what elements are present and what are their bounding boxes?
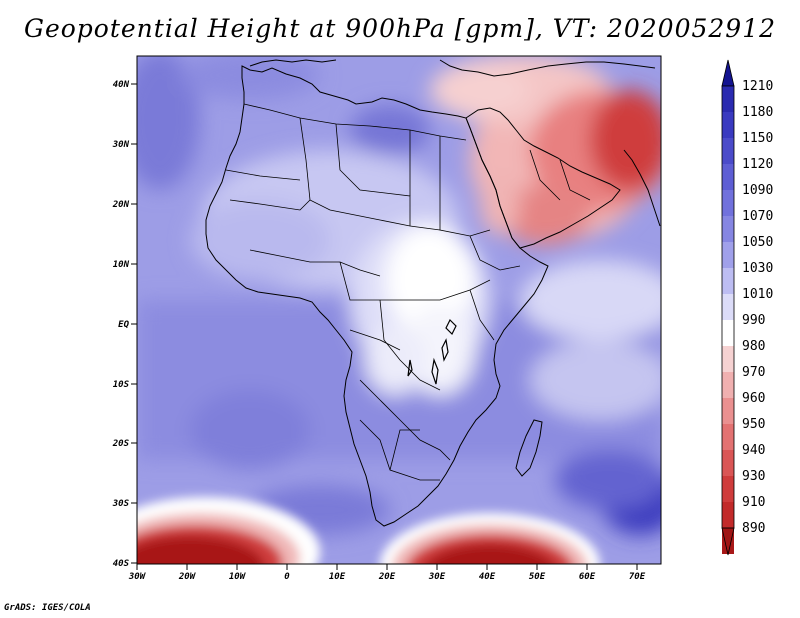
- lat-tick-label: 30S: [112, 499, 130, 509]
- coastlines: [205, 59, 661, 527]
- colorbar-label: 890: [742, 521, 765, 536]
- colorbar-label: 970: [742, 365, 765, 380]
- map-frame: [136, 55, 662, 565]
- colorbar-segment: [722, 476, 734, 502]
- lat-tick-label: 40S: [113, 559, 130, 569]
- colorbar-segment: [722, 112, 734, 138]
- country-borders: [225, 103, 591, 481]
- colorbar-label: 930: [742, 469, 765, 484]
- lat-tick-label: EQ: [118, 320, 129, 330]
- lat-tick-label: 20S: [112, 439, 130, 449]
- colorbar-segment: [722, 346, 734, 372]
- lon-tick-label: 10W: [229, 572, 247, 582]
- colorbar: 1210 1180 1150 1120 1090 1070 1050 1030 …: [721, 59, 773, 556]
- colorbar-label: 1070: [742, 209, 773, 224]
- colorbar-segment: [722, 398, 734, 424]
- lat-tick-label: 40N: [113, 80, 130, 90]
- lon-tick-label: 20E: [378, 572, 396, 582]
- lon-tick-label: 50E: [529, 572, 546, 582]
- india-coast: [623, 149, 661, 227]
- colorbar-segment: [722, 138, 734, 164]
- colorbar-label: 1150: [742, 131, 773, 146]
- colorbar-segment: [722, 320, 734, 346]
- colorbar-label: 940: [742, 443, 765, 458]
- colorbar-segment: [722, 424, 734, 450]
- lat-axis: 40N 30N 20N 10N EQ 10S 20S 30S 40S: [112, 80, 137, 569]
- lon-tick-label: 40E: [479, 572, 496, 582]
- colorbar-label: 1120: [742, 157, 773, 172]
- colorbar-segment: [722, 268, 734, 294]
- colorbar-label: 980: [742, 339, 765, 354]
- colorbar-label: 910: [742, 495, 765, 510]
- colorbar-label: 1180: [742, 105, 773, 120]
- colorbar-segment: [722, 86, 734, 112]
- lon-tick-label: 30W: [128, 572, 147, 582]
- colorbar-label: 1210: [742, 79, 773, 94]
- lat-tick-label: 30N: [112, 140, 130, 150]
- lon-tick-label: 10E: [329, 572, 346, 582]
- lon-tick-label: 70E: [629, 572, 646, 582]
- lon-tick-label: 60E: [579, 572, 596, 582]
- colorbar-label: 1030: [742, 261, 773, 276]
- grads-credit: GrADS: IGES/COLA: [4, 603, 91, 613]
- southern-lows: [137, 497, 600, 564]
- colorbar-segment: [722, 502, 734, 528]
- europe-coast: [249, 59, 337, 67]
- colorbar-label: 950: [742, 417, 765, 432]
- lon-tick-label: 0: [284, 572, 290, 582]
- colorbar-segment: [722, 372, 734, 398]
- colorbar-label: 1050: [742, 235, 773, 250]
- map-area: [137, 56, 661, 564]
- lat-tick-label: 20N: [112, 200, 130, 210]
- lat-tick-label: 10N: [113, 260, 130, 270]
- lat-tick-label: 10S: [113, 380, 130, 390]
- colorbar-label: 1090: [742, 183, 773, 198]
- colorbar-label: 1010: [742, 287, 773, 302]
- lakes: [407, 318, 457, 385]
- colorbar-top-arrow: [721, 59, 735, 87]
- chart-title: Geopotential Height at 900hPa [gpm], VT:…: [23, 14, 777, 43]
- africa-coast: [205, 65, 549, 527]
- colorbar-segment: [722, 216, 734, 242]
- lon-axis: 30W 20W 10W 0 10E 20E 30E 40E 50E 60E 70…: [128, 564, 646, 582]
- lon-tick-label: 20W: [178, 572, 197, 582]
- northern-coast: [439, 59, 656, 77]
- colorbar-segment: [722, 190, 734, 216]
- colorbar-segment: [722, 450, 734, 476]
- colorbar-segment: [722, 242, 734, 268]
- madagascar: [515, 419, 543, 477]
- arabia-coast: [465, 107, 621, 249]
- colorbar-segment: [722, 164, 734, 190]
- colorbar-label: 960: [742, 391, 765, 406]
- colorbar-frame: [721, 85, 735, 529]
- colorbar-segment: [722, 294, 734, 320]
- colorbar-label: 990: [742, 313, 765, 328]
- lon-tick-label: 30E: [428, 572, 446, 582]
